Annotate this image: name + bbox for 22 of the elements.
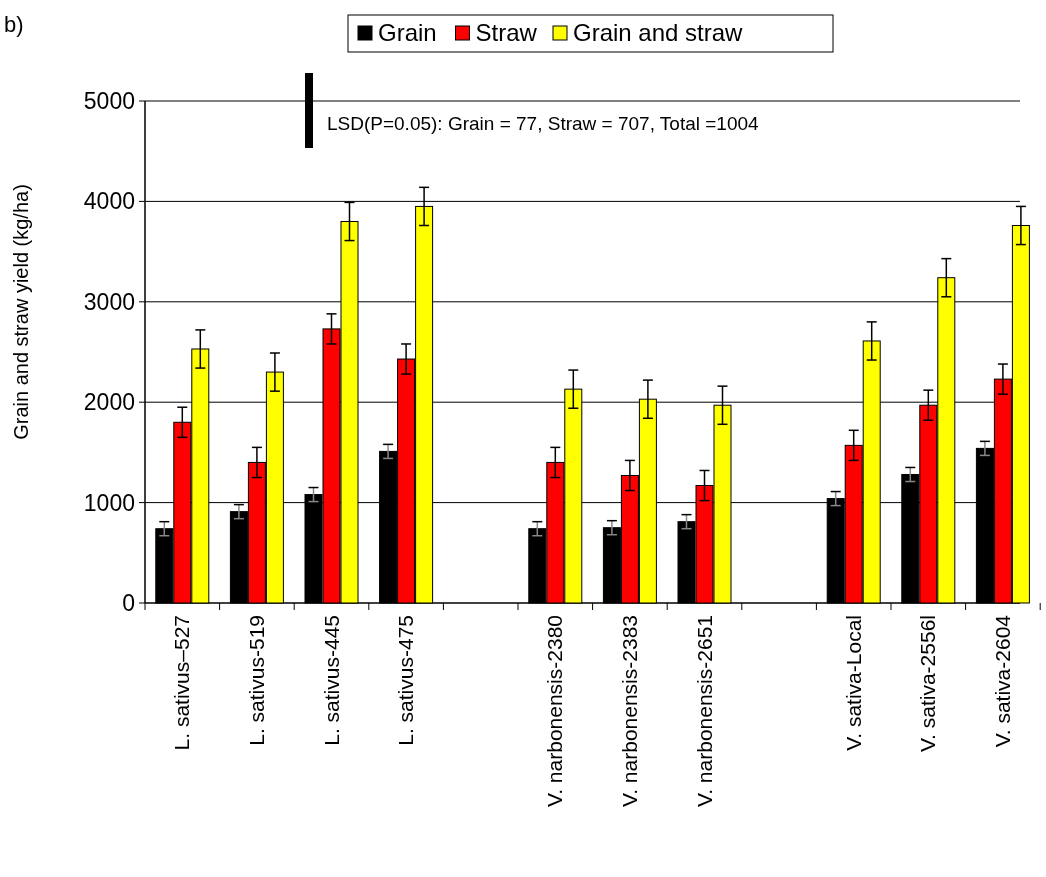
x-tick-label: L. sativus-519: [244, 615, 268, 746]
y-tick-label: 2000: [83, 389, 135, 416]
legend-label: Grain and straw: [573, 19, 744, 47]
x-tick-label: V. sativa-2556l: [916, 615, 940, 752]
x-tick-label: V. narbonensis-2380: [543, 615, 567, 807]
y-tick-label: 3000: [83, 288, 135, 315]
y-tick-label: 1000: [83, 489, 135, 516]
x-tick-label: L. sativus–527: [170, 615, 194, 751]
x-tick-label: V. narbonensis-2383: [617, 615, 641, 807]
chart-title: b): [4, 12, 24, 37]
x-tick-label: L. sativus-475: [394, 615, 418, 746]
y-axis-title: Grain and straw yield (kg/ha): [10, 184, 32, 440]
x-tick-label: L. sativus-445: [319, 615, 343, 746]
x-tick-label: V. narbonensis-2651: [692, 615, 716, 807]
y-tick-label: 0: [122, 590, 135, 617]
x-tick-label: V. sativa-2604: [990, 614, 1014, 748]
annotation: LSD(P=0.05): Grain = 77, Straw = 707, Total =1004: [327, 113, 760, 134]
y-tick-label: 5000: [83, 88, 135, 115]
y-tick-label: 4000: [83, 188, 135, 215]
legend-label: Grain: [378, 19, 437, 47]
legend-label: Straw: [475, 19, 538, 47]
x-tick-label: V. sativa-Local: [841, 615, 865, 751]
